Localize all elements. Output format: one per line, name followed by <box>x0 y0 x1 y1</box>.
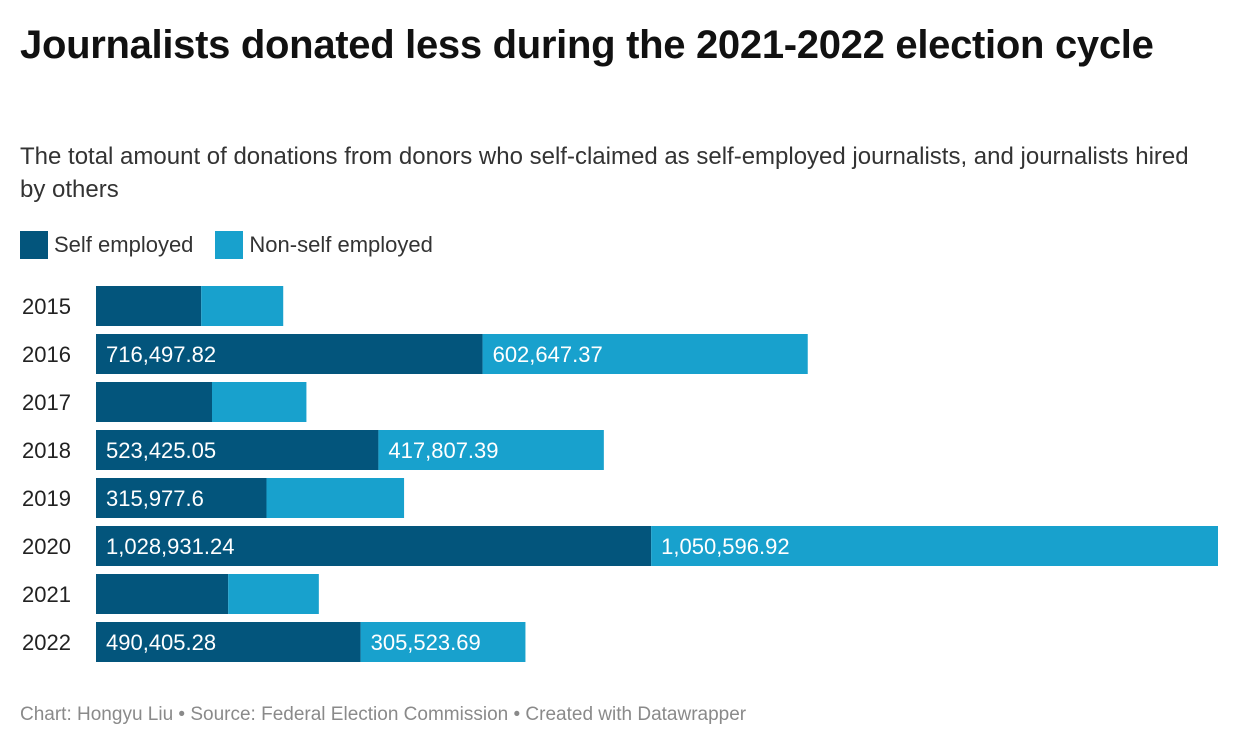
bar-self-employed-2021 <box>96 574 228 614</box>
legend-swatch-self-employed <box>20 231 48 259</box>
year-label-2015: 2015 <box>22 294 71 319</box>
value-label-self-employed-2016: 716,497.82 <box>106 342 216 367</box>
chart-subtitle: The total amount of donations from donor… <box>20 140 1220 206</box>
chart-footer: Chart: Hongyu Liu • Source: Federal Elec… <box>20 704 746 726</box>
legend-swatch-non-self-employed <box>215 231 243 259</box>
value-label-non-self-employed-2016: 602,647.37 <box>493 342 603 367</box>
value-label-non-self-employed-2020: 1,050,596.92 <box>661 534 789 559</box>
year-label-2018: 2018 <box>22 438 71 463</box>
bar-non-self-employed-2015 <box>201 286 283 326</box>
year-label-2017: 2017 <box>22 390 71 415</box>
legend-label-self-employed: Self employed <box>54 232 193 258</box>
year-label-2016: 2016 <box>22 342 71 367</box>
value-label-non-self-employed-2022: 305,523.69 <box>371 630 481 655</box>
legend: Self employed Non-self employed <box>20 230 455 260</box>
value-label-self-employed-2019: 315,977.6 <box>106 486 204 511</box>
bar-non-self-employed-2017 <box>212 382 306 422</box>
year-label-2022: 2022 <box>22 630 71 655</box>
bar-self-employed-2017 <box>96 382 212 422</box>
stacked-bar-chart: 2015 2016 716,497.82 602,647.37 2017 2018 523,… <box>0 280 1240 680</box>
year-label-2019: 2019 <box>22 486 71 511</box>
year-label-2020: 2020 <box>22 534 71 559</box>
value-label-self-employed-2018: 523,425.05 <box>106 438 216 463</box>
bar-self-employed-2015 <box>96 286 201 326</box>
value-label-non-self-employed-2018: 417,807.39 <box>388 438 498 463</box>
legend-label-non-self-employed: Non-self employed <box>249 232 432 258</box>
legend-item-self-employed: Self employed <box>20 231 193 259</box>
bar-non-self-employed-2021 <box>228 574 319 614</box>
value-label-self-employed-2022: 490,405.28 <box>106 630 216 655</box>
year-label-2021: 2021 <box>22 582 71 607</box>
chart-title: Journalists donated less during the 2021… <box>20 20 1200 70</box>
bar-non-self-employed-2019 <box>266 478 404 518</box>
value-label-self-employed-2020: 1,028,931.24 <box>106 534 234 559</box>
legend-item-non-self-employed: Non-self employed <box>215 231 432 259</box>
